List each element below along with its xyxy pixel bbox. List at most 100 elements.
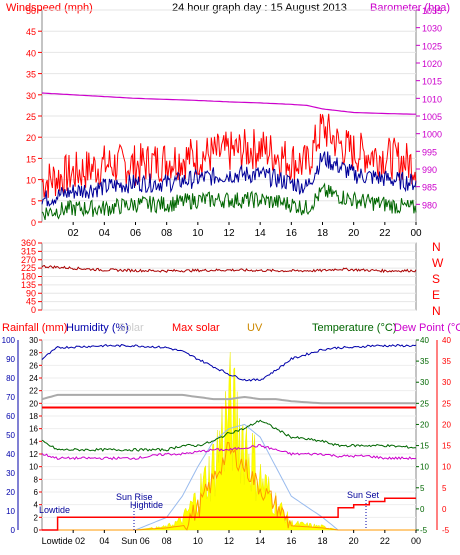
degree-tick-label: 90 xyxy=(26,288,36,298)
temperature-tick-label: 5 xyxy=(420,484,425,493)
humidity-tick-label: 50 xyxy=(6,431,15,440)
barometer-tick-label: 1010 xyxy=(422,94,442,104)
rainfall-tick-label: 12 xyxy=(29,450,38,459)
dew-point-tick-label: 15 xyxy=(442,442,451,451)
x-tick-label: 22 xyxy=(380,536,390,546)
x-tick-label: 18 xyxy=(317,228,329,239)
compass-label: N xyxy=(432,240,441,254)
humidity-axis-title: Humidity (%) xyxy=(66,322,129,334)
dew-point-tick-label: -5 xyxy=(442,526,450,535)
windspeed-tick-label: 15 xyxy=(26,154,36,164)
barometer-tick-label: 1005 xyxy=(422,112,442,122)
rainfall-tick-label: 26 xyxy=(29,361,38,370)
rainfall-tick-label: 6 xyxy=(34,488,39,497)
humidity-tick-label: 40 xyxy=(6,450,15,459)
series-dew-point xyxy=(41,444,417,461)
dew-point-tick-label: 5 xyxy=(442,484,447,493)
barometer-tick-label: 1000 xyxy=(422,130,442,140)
windspeed-tick-label: 45 xyxy=(26,27,36,37)
series-barometer xyxy=(41,92,416,115)
windspeed-tick-label: 25 xyxy=(26,112,36,122)
series-average xyxy=(41,151,417,207)
tide-sun-annotations: Lowtide Sun Rise Hightide Sun Set xyxy=(39,490,380,530)
x-tick-label: 04 xyxy=(99,228,111,239)
temperature-tick-label: 15 xyxy=(420,442,429,451)
rainfall-tick-label: 14 xyxy=(29,437,38,446)
rainfall-tick-label: 16 xyxy=(29,425,38,434)
series-temperature xyxy=(41,419,417,452)
sunset-label: Sun Set xyxy=(347,490,380,500)
direction-series xyxy=(41,265,417,274)
x-tick-label: Sun 06 xyxy=(121,536,150,546)
temperature-tick-label: 25 xyxy=(420,399,429,408)
barometer-tick-label: 1035 xyxy=(422,6,442,16)
x-tick-label: 22 xyxy=(379,228,391,239)
rainfall-tick-label: 10 xyxy=(29,463,38,472)
temperature-tick-label: 40 xyxy=(420,336,429,345)
barometer-tick-label: 980 xyxy=(422,200,437,210)
lowtide-top-label: Lowtide xyxy=(39,505,70,515)
windspeed-axis-title: Windspeed (mph) xyxy=(6,2,93,14)
windspeed-tick-label: 50 xyxy=(26,6,36,16)
degree-tick-label: 0 xyxy=(31,305,36,315)
top-series xyxy=(41,92,417,221)
rainfall-tick-label: 28 xyxy=(29,349,38,358)
direction-grid xyxy=(42,242,416,311)
rainfall-tick-label: 2 xyxy=(34,513,39,522)
x-tick-label: 16 xyxy=(286,536,296,546)
humidity-tick-label: 100 xyxy=(2,336,16,345)
x-tick-label: 12 xyxy=(223,228,235,239)
compass-label: W xyxy=(432,256,444,270)
rainfall-tick-label: 0 xyxy=(34,526,39,535)
temperature-tick-label: 30 xyxy=(420,378,429,387)
windspeed-tick-label: 20 xyxy=(26,133,36,143)
barometer-tick-label: 985 xyxy=(422,183,437,193)
series-rainfall xyxy=(42,497,416,531)
top-grid xyxy=(42,9,416,223)
rainfall-tick-label: 4 xyxy=(34,501,39,510)
humidity-tick-label: 20 xyxy=(6,488,15,497)
barometer-tick-label: 990 xyxy=(422,165,437,175)
windspeed-tick-label: 35 xyxy=(26,70,36,80)
degree-tick-label: 180 xyxy=(21,272,36,282)
rainfall-tick-label: 30 xyxy=(29,336,38,345)
humidity-tick-label: 0 xyxy=(11,526,16,535)
barometer-tick-label: 1030 xyxy=(422,24,442,34)
humidity-tick-label: 70 xyxy=(6,393,15,402)
dew-point-tick-label: 25 xyxy=(442,399,451,408)
windspeed-tick-label: 10 xyxy=(26,176,36,186)
dew-point-tick-label: 20 xyxy=(442,420,451,429)
uv-label: UV xyxy=(247,322,263,334)
x-tick-label: 06 xyxy=(130,228,142,239)
barometer-tick-label: 1020 xyxy=(422,59,442,69)
degree-tick-label: 45 xyxy=(26,297,36,307)
humidity-ticks: 0 10 20 30 40 50 60 70 80 90 100 xyxy=(2,336,19,535)
temperature-tick-label: 35 xyxy=(420,357,429,366)
humidity-tick-label: 90 xyxy=(6,355,15,364)
rainfall-tick-label: 8 xyxy=(34,475,39,484)
degree-tick-label: 225 xyxy=(21,263,36,273)
dew-point-tick-label: 10 xyxy=(442,463,451,472)
sunrise-label: Sun Rise xyxy=(116,492,153,502)
x-tick-label: 00 xyxy=(410,228,422,239)
x-tick-label: 00 xyxy=(411,536,421,546)
x-tick-label: 08 xyxy=(162,536,172,546)
series-gray xyxy=(41,393,416,405)
dew-point-tick-label: 40 xyxy=(442,336,451,345)
solar-label: Solar xyxy=(118,322,144,334)
dew-point-ticks: -5 0 5 10 15 20 25 30 35 40 xyxy=(436,336,451,535)
series-gust xyxy=(41,113,417,198)
temperature-tick-label: -5 xyxy=(420,526,428,535)
barometer-tick-label: 1025 xyxy=(422,41,442,51)
rainfall-tick-label: 18 xyxy=(29,412,38,421)
x-tick-label: 02 xyxy=(68,228,80,239)
temperature-tick-label: 10 xyxy=(420,463,429,472)
x-tick-label: Lowtide 02 xyxy=(42,536,86,546)
temperature-tick-label: 0 xyxy=(420,505,425,514)
x-tick-label: 04 xyxy=(99,536,109,546)
windspeed-ticks: 0 5 10 15 20 25 30 35 40 45 50 xyxy=(26,6,42,228)
rainfall-tick-label: 22 xyxy=(29,387,38,396)
windspeed-tick-label: 5 xyxy=(31,197,36,207)
